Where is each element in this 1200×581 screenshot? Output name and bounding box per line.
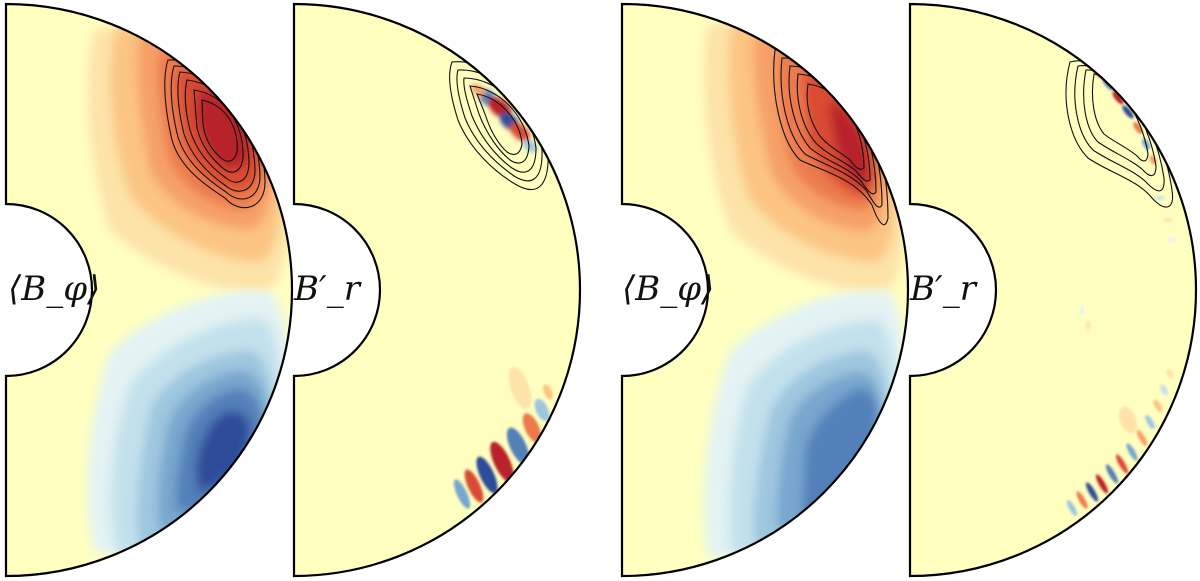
panel-label: B′_r	[293, 269, 362, 309]
panel-outline	[620, 2, 910, 578]
panel-outline	[292, 2, 582, 578]
panel-label: ⟨B_φ⟩	[622, 269, 714, 309]
panel-radial-perturbation-1: B′_r	[292, 2, 582, 578]
panel-outline	[4, 2, 294, 578]
panel-radial-perturbation-2: B′_r	[908, 2, 1198, 578]
panel-label: ⟨B_φ⟩	[8, 269, 100, 309]
perturbation-bottom-wavepacket	[453, 367, 553, 509]
panel-mean-toroidal-1: ⟨B_φ⟩	[4, 2, 294, 578]
panel-outline	[908, 2, 1198, 578]
panel-mean-toroidal-2: ⟨B_φ⟩	[620, 2, 910, 578]
perturbation-bottom-wavepacket	[1066, 305, 1174, 516]
panel-label: B′_r	[909, 269, 978, 309]
